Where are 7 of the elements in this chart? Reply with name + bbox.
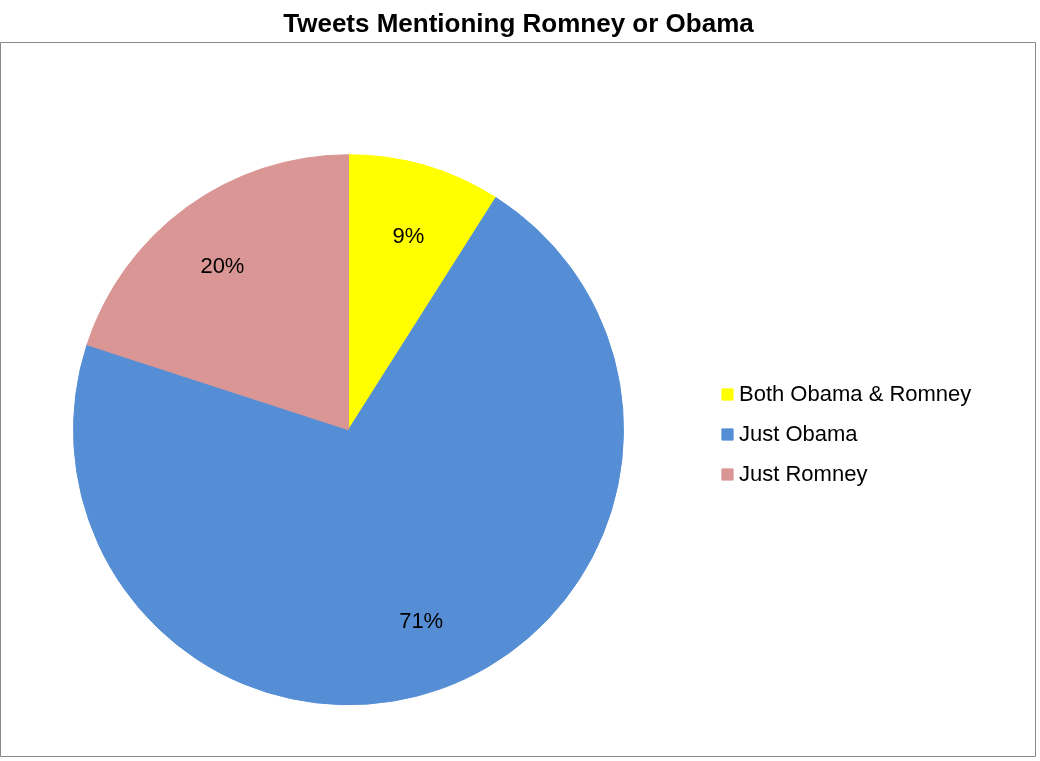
data-label: 9% (392, 222, 425, 248)
legend-label: Just Romney (739, 461, 868, 487)
legend-label: Both Obama & Romney (739, 381, 972, 407)
chart-title: Tweets Mentioning Romney or Obama (283, 7, 755, 38)
data-label: 71% (399, 607, 444, 633)
legend-label: Just Obama (739, 421, 858, 447)
data-label: 20% (200, 253, 245, 279)
